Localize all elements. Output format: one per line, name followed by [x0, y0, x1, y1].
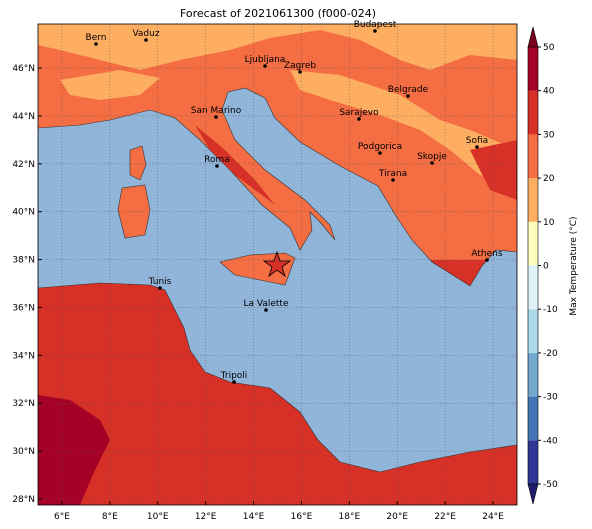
colorbar-tick-label: 30	[543, 130, 555, 140]
colorbar-tick-label: -20	[543, 349, 558, 359]
lon-label: 8°E	[102, 512, 118, 522]
city-dot	[158, 286, 162, 290]
city-dot	[430, 161, 434, 165]
hot-zone	[470, 140, 517, 200]
city-dot	[215, 164, 219, 168]
colorbar-tick-label: -50	[543, 480, 558, 490]
lon-label: 16°E	[291, 512, 313, 522]
lon-label: 24°E	[482, 512, 504, 522]
city-label: Sarajevo	[339, 108, 379, 118]
colorbar-tick-label: -10	[543, 305, 558, 315]
warm-zone	[290, 70, 517, 185]
map-frame	[37, 23, 518, 506]
city-label: Tripoli	[220, 371, 248, 381]
title: Forecast of 2021061300 (f000-024)	[180, 7, 376, 20]
lat-label: 30°N	[12, 447, 35, 457]
city-dot	[144, 38, 148, 42]
city-dot	[298, 70, 302, 74]
star-marker	[262, 250, 292, 278]
lon-label: 6°E	[54, 512, 70, 522]
colorbar-tick-label: -30	[543, 393, 558, 403]
lon-label: 22°E	[434, 512, 456, 522]
lat-label: 38°N	[12, 256, 35, 266]
city-label: La Valette	[244, 299, 289, 309]
city-dot	[357, 117, 361, 121]
hottest-zone	[38, 395, 110, 505]
city-dot	[475, 145, 479, 149]
colorbar-under	[527, 483, 539, 505]
lat-label: 44°N	[12, 112, 35, 122]
city-dot	[406, 94, 410, 98]
colorbar-band	[528, 352, 538, 397]
city-dot	[378, 151, 382, 155]
colorbar-band	[528, 90, 538, 135]
city-label: Tunis	[148, 277, 172, 287]
lon-label: 12°E	[195, 512, 217, 522]
lat-label: 42°N	[12, 160, 35, 170]
city-dot	[485, 258, 489, 262]
colorbar-tick-label: 40	[543, 87, 555, 97]
city-label: Bern	[86, 33, 107, 43]
warm-zone	[38, 24, 517, 70]
hot-zone	[195, 125, 275, 205]
lat-label: 46°N	[12, 64, 35, 74]
lat-label: 32°N	[12, 399, 35, 409]
city-dot	[94, 42, 98, 46]
city-dot	[214, 115, 218, 119]
map-area	[38, 24, 517, 505]
city-label: Roma	[204, 155, 230, 165]
colorbar-band	[528, 47, 538, 91]
city-label: Podgorica	[358, 142, 402, 152]
city-label: Sofia	[466, 136, 488, 146]
city-dot	[391, 178, 395, 182]
lat-label: 40°N	[12, 208, 35, 218]
colorbar-band	[528, 221, 538, 266]
colorbar-tick-label: 50	[543, 43, 555, 53]
colorbar-band	[528, 265, 538, 310]
city-label: Tirana	[378, 169, 407, 179]
city-label: Budapest	[354, 20, 397, 30]
colorbar-tick-label: 0	[543, 262, 549, 272]
city-label: Athens	[471, 249, 502, 259]
lat-label: 28°N	[12, 495, 35, 505]
colorbar-tick-label: 10	[543, 218, 555, 228]
city-label: Zagreb	[284, 61, 316, 71]
city-label: Vaduz	[132, 29, 159, 39]
lon-label: 20°E	[386, 512, 408, 522]
corsica	[129, 145, 147, 181]
city-label: Ljubljana	[245, 55, 286, 65]
city-label: Belgrade	[388, 85, 429, 95]
city-label: San Marino	[191, 106, 242, 116]
graticule	[38, 24, 517, 505]
colorbar-band	[528, 178, 538, 222]
colorbar-label: Max Temperature (°C)	[569, 216, 579, 315]
lon-label: 10°E	[147, 512, 169, 522]
city-dot	[264, 308, 268, 312]
colorbar-band	[528, 134, 538, 179]
colorbar-tick-label: 20	[543, 174, 555, 184]
lon-label: 14°E	[243, 512, 265, 522]
city-dot	[263, 64, 267, 68]
colorbar-over	[527, 26, 539, 48]
colorbar-band	[528, 396, 538, 441]
city-dot	[232, 380, 236, 384]
lat-label: 36°N	[12, 303, 35, 313]
colorbar-tick-label: -40	[543, 436, 558, 446]
lon-label: 18°E	[339, 512, 361, 522]
colorbar-band	[528, 440, 538, 484]
colorbar: -50 -40 -30 -20 -10 0 10 20 30 40 50	[527, 26, 558, 505]
city-label: Skopje	[417, 152, 447, 162]
colorbar-band	[528, 309, 538, 353]
lat-label: 34°N	[12, 351, 35, 361]
city-dot	[373, 29, 377, 33]
